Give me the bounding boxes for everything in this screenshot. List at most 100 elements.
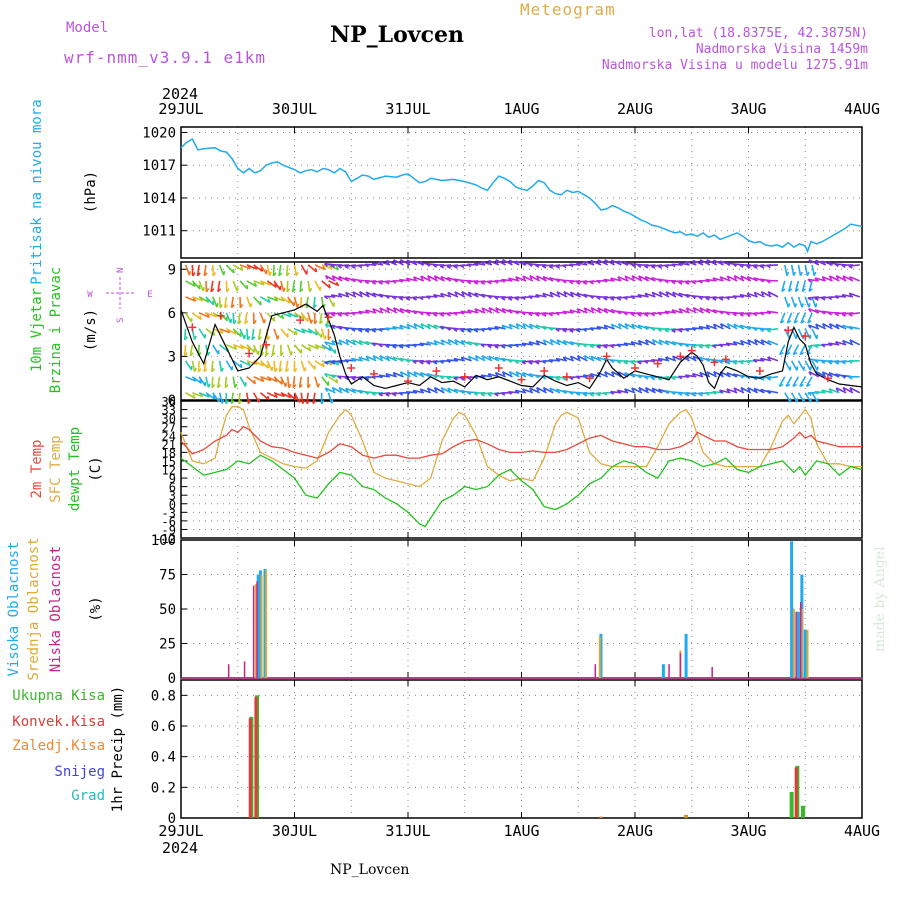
wind-arrow-head [351,265,356,269]
y-tick-label: 1017 [142,158,176,174]
wind-arrow-head [609,391,615,395]
wind-arrow-head [307,384,311,389]
wind-arrow-head [807,324,812,329]
wind-arrow [183,328,187,340]
wind-arrow-head [610,297,615,301]
wind-arrow-head [691,327,696,332]
wind-arrow-head [386,307,390,312]
panel-cloud [180,539,863,679]
wind-arrow [433,312,445,316]
low-cloud-bar [256,581,258,678]
wind-arrow-head [638,275,642,280]
wind-arrow [804,264,809,276]
wind-arrow [631,387,643,394]
wind-arrow-head [371,262,376,267]
wind-arrow [699,371,711,378]
wind-arrow-head [746,265,751,269]
wind-arrow-head [508,259,512,265]
wind-arrow-head [239,332,242,337]
wind-arrow-head [211,384,216,389]
wind-arrow-head [692,260,696,265]
wind-arrow-head [582,343,587,348]
wind-arrow [807,312,813,324]
wind-arrow [198,280,204,292]
x-tick-label-top: 29JUL [158,100,203,118]
wind-arrow [300,344,312,352]
wind-arrow [685,391,697,395]
wind-arrow-head [294,396,297,401]
wind-arrow [307,360,316,370]
wind-arrow-head [467,355,472,361]
wind-arrow-head [274,283,277,288]
wind-arrow-head [331,340,335,345]
wind-arrow [253,264,264,272]
x-tick-label-top: 30JUL [272,100,317,118]
wind-arrow [259,392,270,401]
wind-arrow-head [698,280,703,284]
wind-arrow [576,280,588,284]
y-tick-label: 6 [169,481,176,495]
wind-arrow [232,312,235,324]
wind-arrow [849,339,861,346]
wind-arrow [733,275,745,282]
wind-arrow-head [501,259,506,264]
wind-arrow-head [705,358,710,363]
wind-arrow-head [549,339,553,344]
wind-arrow-head [610,323,615,329]
wind-arrow-head [501,297,506,301]
wind-arrow-head [193,367,197,372]
wind-arrow-head [590,355,594,361]
wind-arrow-head [589,344,594,349]
wind-arrow-head [413,371,417,376]
wind-arrow [440,339,452,346]
wind-arrow [848,264,860,267]
wind-arrow [692,259,704,266]
wind-arrow-head [698,393,703,397]
wind-arrow [198,391,210,398]
wind-arrow [345,338,357,346]
wind-arrow-head [759,311,764,316]
wind-arrow-head [501,371,506,376]
wind-arrow-head [447,387,451,393]
wind-arrow [292,376,296,388]
wind-arrow-head [480,393,485,397]
wind-arrow [631,275,643,282]
wind-arrow [420,388,431,394]
wind-gust-mark [460,372,469,381]
wind-arrow-head [319,320,324,325]
wind-arrow-head [644,276,649,281]
wind-arrow [253,376,264,383]
wind-arrow [287,296,295,307]
wind-arrow [413,276,425,282]
wind-arrow [238,392,241,404]
wind-arrow-head [582,281,588,285]
freezing-precip-bar [684,814,688,818]
wind-arrow [379,307,391,314]
wind-arrow-head [814,344,819,349]
wind-arrow [218,296,221,308]
wind-arrow-head [239,363,243,368]
wind-gust-mark [296,316,305,325]
wind-arrow [583,260,595,266]
wind-arrow-head [440,339,444,344]
wind-arrow [686,307,697,314]
wind-arrow [246,296,252,308]
wind-arrow-head [828,388,832,393]
wind-arrow-head [203,368,208,373]
wind-arrow-head [365,291,369,297]
wind-arrow-head [335,281,340,286]
wind-arrow-head [808,308,812,313]
wind-arrow-head [508,323,512,329]
wind-arrow-head [664,340,669,345]
wind-arrow [327,344,336,354]
wind-arrow-head [575,375,581,380]
wind-arrow [821,276,833,282]
wind-arrow-head [739,340,744,345]
wind-arrow-head [569,341,574,346]
wind-arrow-head [278,272,283,277]
wind-arrow-head [494,345,499,349]
wind-arrow-head [781,288,786,293]
wind-arrow-head [678,262,683,267]
wind-arrow-head [753,265,758,269]
wind-arrow-head [507,391,512,395]
